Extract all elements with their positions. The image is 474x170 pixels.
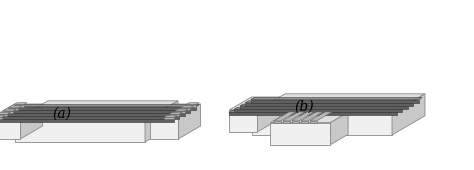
Polygon shape bbox=[3, 109, 16, 111]
Polygon shape bbox=[273, 112, 296, 121]
Text: (b): (b) bbox=[294, 100, 314, 114]
Polygon shape bbox=[14, 105, 24, 107]
Polygon shape bbox=[229, 97, 280, 110]
Text: (a): (a) bbox=[53, 107, 72, 121]
Polygon shape bbox=[164, 117, 174, 119]
Polygon shape bbox=[3, 113, 185, 116]
Polygon shape bbox=[0, 117, 20, 139]
Polygon shape bbox=[229, 112, 397, 115]
Polygon shape bbox=[20, 104, 43, 139]
Polygon shape bbox=[8, 108, 18, 110]
Polygon shape bbox=[3, 111, 13, 113]
Polygon shape bbox=[252, 113, 392, 135]
Polygon shape bbox=[169, 112, 182, 114]
Polygon shape bbox=[0, 104, 43, 117]
Polygon shape bbox=[164, 115, 177, 117]
Polygon shape bbox=[251, 98, 422, 100]
Polygon shape bbox=[3, 111, 188, 113]
Polygon shape bbox=[292, 121, 299, 123]
Polygon shape bbox=[301, 112, 323, 121]
Polygon shape bbox=[271, 112, 348, 123]
Polygon shape bbox=[252, 94, 425, 113]
Polygon shape bbox=[186, 105, 196, 107]
Polygon shape bbox=[8, 110, 190, 113]
Polygon shape bbox=[151, 104, 201, 117]
Polygon shape bbox=[283, 121, 290, 123]
Polygon shape bbox=[234, 109, 402, 112]
Polygon shape bbox=[179, 104, 201, 139]
Polygon shape bbox=[240, 106, 408, 109]
Polygon shape bbox=[229, 110, 257, 132]
Polygon shape bbox=[0, 115, 5, 117]
Polygon shape bbox=[0, 114, 182, 116]
Polygon shape bbox=[310, 112, 332, 121]
Polygon shape bbox=[0, 117, 177, 119]
Polygon shape bbox=[145, 101, 178, 142]
Polygon shape bbox=[392, 94, 425, 135]
Polygon shape bbox=[283, 112, 305, 121]
Polygon shape bbox=[292, 112, 314, 121]
Polygon shape bbox=[245, 103, 413, 106]
Polygon shape bbox=[14, 103, 27, 105]
Polygon shape bbox=[180, 106, 193, 108]
Polygon shape bbox=[330, 112, 348, 145]
Polygon shape bbox=[175, 111, 185, 113]
Polygon shape bbox=[240, 104, 411, 106]
Polygon shape bbox=[251, 100, 419, 103]
Polygon shape bbox=[15, 101, 178, 120]
Polygon shape bbox=[0, 116, 179, 119]
Polygon shape bbox=[0, 112, 10, 114]
Polygon shape bbox=[257, 97, 280, 132]
Polygon shape bbox=[8, 106, 21, 108]
Polygon shape bbox=[14, 105, 199, 107]
Polygon shape bbox=[234, 107, 406, 109]
Polygon shape bbox=[175, 109, 188, 111]
Polygon shape bbox=[15, 120, 145, 142]
Polygon shape bbox=[186, 103, 199, 105]
Polygon shape bbox=[0, 117, 2, 119]
Polygon shape bbox=[180, 108, 190, 110]
Polygon shape bbox=[0, 119, 174, 122]
Polygon shape bbox=[151, 117, 179, 139]
Polygon shape bbox=[273, 121, 281, 123]
Polygon shape bbox=[169, 114, 179, 116]
Polygon shape bbox=[0, 114, 7, 116]
Polygon shape bbox=[310, 121, 317, 123]
Polygon shape bbox=[14, 107, 196, 110]
Polygon shape bbox=[245, 101, 417, 103]
Polygon shape bbox=[8, 108, 193, 110]
Polygon shape bbox=[229, 110, 400, 112]
Polygon shape bbox=[301, 121, 308, 123]
Polygon shape bbox=[271, 123, 330, 145]
